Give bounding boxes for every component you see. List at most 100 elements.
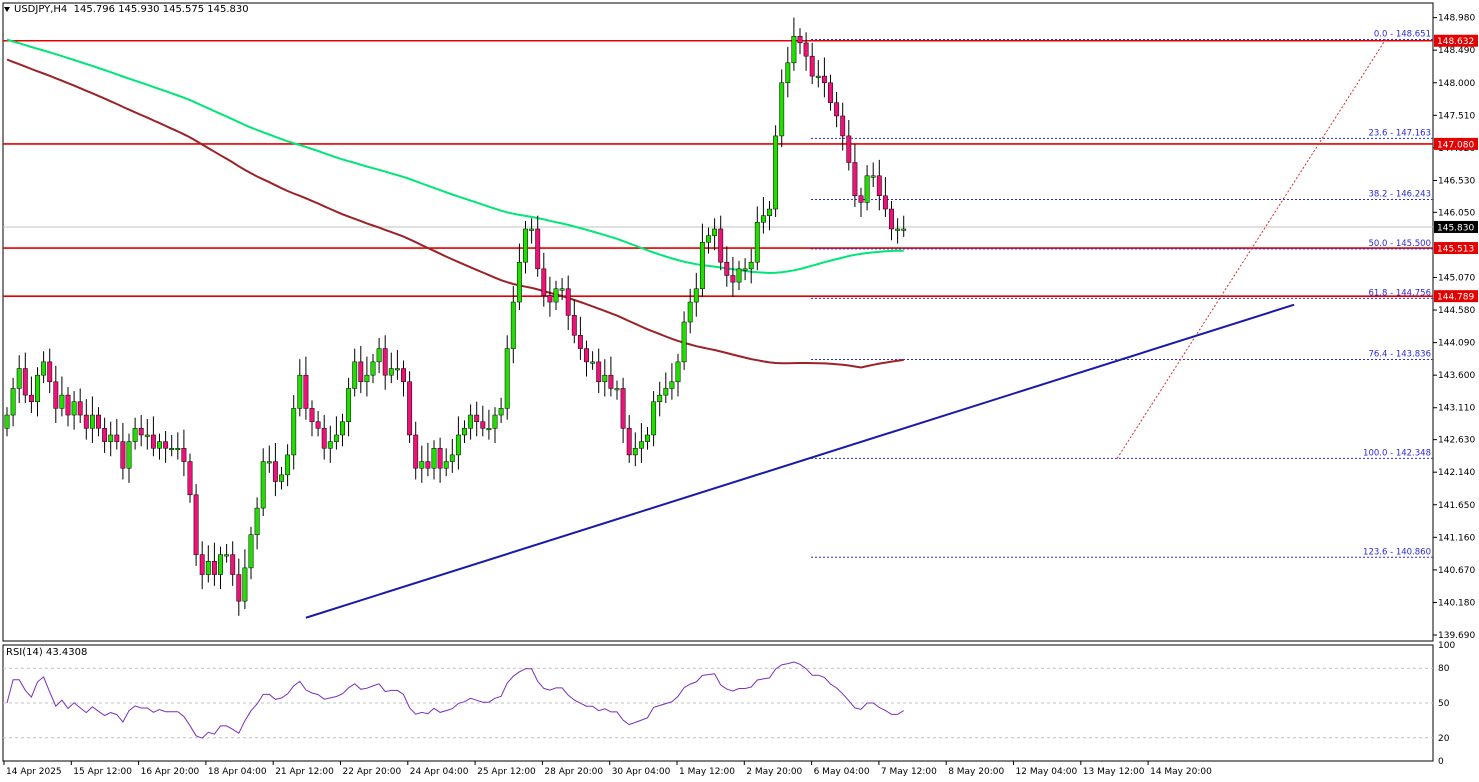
candle-body bbox=[547, 295, 553, 303]
y-tick-label: 145.070 bbox=[1438, 273, 1475, 283]
candle-body bbox=[401, 368, 406, 383]
candle-body bbox=[22, 368, 28, 396]
candle-body bbox=[760, 215, 766, 223]
y-tick-label: 140.670 bbox=[1438, 566, 1475, 576]
y-tick-label: 146.050 bbox=[1438, 208, 1475, 218]
candle-body bbox=[254, 507, 260, 535]
candle-body bbox=[882, 195, 888, 210]
candle-body bbox=[205, 561, 211, 575]
candle-body bbox=[821, 75, 827, 83]
candle-body bbox=[663, 388, 669, 396]
price-tag bbox=[1434, 220, 1478, 233]
price-tag bbox=[1434, 34, 1478, 47]
x-tick-label: 7 May 12:00 bbox=[881, 767, 937, 777]
candle-body bbox=[175, 448, 181, 451]
x-tick-label: 14 Apr 2025 bbox=[6, 767, 62, 777]
candle-body bbox=[553, 288, 559, 303]
candle-body bbox=[651, 401, 657, 436]
candle-body bbox=[77, 401, 83, 416]
candle-body bbox=[163, 441, 169, 449]
x-tick-label: 22 Apr 20:00 bbox=[343, 767, 402, 777]
price-tag-label: 145.830 bbox=[1437, 223, 1474, 233]
candle-body bbox=[132, 428, 138, 442]
candle-body bbox=[260, 461, 266, 509]
candle-body bbox=[834, 102, 840, 117]
symbol-dropdown-icon[interactable] bbox=[4, 7, 10, 12]
candle-body bbox=[815, 75, 821, 78]
y-tick-label: 147.510 bbox=[1438, 111, 1475, 121]
rsi-tick-label: 80 bbox=[1438, 664, 1450, 674]
candle-body bbox=[510, 301, 516, 349]
candle-body bbox=[187, 461, 193, 496]
candle-body bbox=[157, 441, 162, 449]
candle-body bbox=[803, 42, 809, 57]
candle-body bbox=[895, 228, 901, 231]
candle-body bbox=[358, 361, 364, 383]
bullish-trend-line bbox=[305, 303, 1295, 619]
x-tick-label: 25 Apr 12:00 bbox=[477, 767, 536, 777]
candle-body bbox=[529, 228, 535, 231]
x-tick-label: 14 May 20:00 bbox=[1150, 767, 1212, 777]
candle-body bbox=[303, 374, 309, 409]
y-tick-label: 141.160 bbox=[1438, 533, 1475, 543]
y-tick-label: 148.000 bbox=[1438, 79, 1475, 89]
candle-body bbox=[571, 315, 577, 336]
fib-level-label: 61.8 - 144.756 bbox=[1368, 288, 1431, 298]
candle-body bbox=[340, 421, 345, 436]
candle-body bbox=[419, 461, 425, 469]
fib-anchor-line bbox=[1116, 39, 1387, 459]
candle-body bbox=[516, 261, 522, 303]
symbol-label: USDJPY,H4 bbox=[14, 4, 68, 15]
candle-body bbox=[248, 534, 254, 569]
x-tick-label: 12 May 04:00 bbox=[1016, 767, 1078, 777]
candle-body bbox=[242, 567, 248, 602]
candle-body bbox=[211, 561, 217, 575]
candle-body bbox=[681, 321, 687, 363]
candle-body bbox=[126, 441, 132, 469]
x-tick-label: 15 Apr 12:00 bbox=[73, 767, 132, 777]
x-tick-label: 13 May 12:00 bbox=[1083, 767, 1145, 777]
candle-body bbox=[10, 388, 16, 416]
candle-body bbox=[687, 301, 693, 323]
candle-body bbox=[864, 175, 870, 203]
candle-body bbox=[83, 414, 89, 429]
candle-body bbox=[230, 554, 236, 575]
rsi-tick-label: 100 bbox=[1438, 641, 1455, 651]
candle-body bbox=[71, 401, 77, 416]
candle-body bbox=[437, 448, 443, 469]
candle-body bbox=[828, 82, 833, 103]
candle-body bbox=[791, 35, 797, 64]
price-tag bbox=[1434, 242, 1478, 255]
candle-body bbox=[376, 348, 382, 363]
candle-body bbox=[144, 434, 150, 437]
candle-body bbox=[388, 368, 394, 376]
candle-body bbox=[718, 228, 724, 263]
candle-body bbox=[285, 454, 291, 476]
candle-body bbox=[736, 268, 742, 283]
price-tag-label: 144.789 bbox=[1437, 293, 1474, 303]
candle-body bbox=[28, 394, 34, 402]
candle-body bbox=[773, 135, 779, 210]
candle-body bbox=[846, 135, 852, 163]
candle-body bbox=[321, 428, 327, 449]
candle-body bbox=[218, 554, 223, 575]
candle-body bbox=[413, 434, 419, 469]
candle-body bbox=[742, 268, 748, 271]
ohlc-values: 145.796 145.930 145.575 145.830 bbox=[73, 4, 249, 15]
x-tick-label: 18 Apr 04:00 bbox=[208, 767, 267, 777]
x-tick-label: 2 May 20:00 bbox=[746, 767, 802, 777]
candle-body bbox=[120, 441, 126, 469]
candle-body bbox=[364, 374, 370, 383]
candle-body bbox=[754, 222, 760, 263]
x-tick-label: 30 Apr 04:00 bbox=[612, 767, 671, 777]
price-tag-label: 147.080 bbox=[1437, 140, 1474, 150]
candle-body bbox=[779, 82, 785, 137]
candle-body bbox=[669, 381, 675, 389]
y-tick-label: 142.630 bbox=[1438, 436, 1475, 446]
y-tick-label: 148.490 bbox=[1438, 46, 1475, 56]
candle-body bbox=[620, 388, 626, 429]
candle-body bbox=[858, 195, 864, 203]
candle-body bbox=[333, 434, 339, 442]
